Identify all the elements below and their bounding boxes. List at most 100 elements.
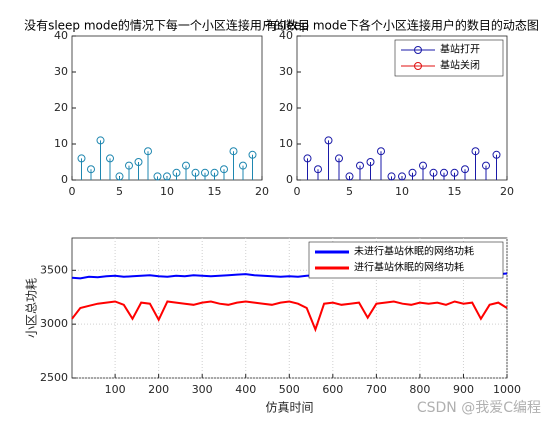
stem <box>314 165 322 180</box>
stem-marker <box>324 136 333 145</box>
stem <box>77 154 86 180</box>
stem-marker <box>356 161 364 170</box>
legend-box <box>394 39 504 77</box>
legend-label: 进行基站休眠的网络功耗 <box>354 261 464 274</box>
stem-marker <box>471 147 480 156</box>
stem <box>239 161 247 180</box>
x-tick-label: 300 <box>192 383 213 396</box>
y-tick-label: 30 <box>54 65 68 78</box>
stem <box>87 165 95 180</box>
y-tick-label: 0 <box>286 173 293 186</box>
legend-box <box>308 241 504 279</box>
stem-marker <box>366 158 375 166</box>
stem <box>345 172 354 181</box>
y-tick-label: 0 <box>61 173 68 186</box>
stem <box>356 161 364 180</box>
stem-marker <box>335 154 343 163</box>
stem-marker <box>87 165 95 174</box>
y-tick-label: 30 <box>279 65 293 78</box>
stem-marker <box>440 168 448 177</box>
line <box>71 300 508 333</box>
stem <box>482 161 490 180</box>
stem-marker <box>96 136 105 145</box>
stem-marker <box>115 172 124 181</box>
axes-box <box>71 35 263 181</box>
stem-marker <box>201 168 209 177</box>
x-tick-label: 900 <box>453 383 474 396</box>
stem-marker <box>387 172 396 181</box>
stem <box>125 161 133 180</box>
stem-marker <box>77 154 86 163</box>
stem <box>96 136 105 180</box>
y-tick-label: 10 <box>279 137 293 150</box>
x-tick-label: 200 <box>148 383 169 396</box>
stem-marker <box>220 165 228 174</box>
stem-marker <box>461 165 469 174</box>
stem <box>229 147 238 180</box>
x-tick-label: 5 <box>346 185 353 198</box>
x-tick-label: 20 <box>255 185 269 198</box>
y-axis-label: 小区总功耗 <box>25 278 39 338</box>
stem-marker <box>314 165 322 174</box>
stem-marker <box>210 168 219 177</box>
stem <box>182 161 190 180</box>
stem <box>450 168 459 180</box>
stem-marker <box>303 154 312 163</box>
stem-marker <box>345 172 354 181</box>
stem <box>408 168 417 180</box>
stem <box>471 147 480 180</box>
stem-marker <box>106 154 114 163</box>
stem <box>303 154 312 180</box>
stem <box>429 168 438 180</box>
stem <box>248 150 257 180</box>
y-tick-label: 40 <box>279 29 293 42</box>
chart-title: 没有sleep mode的情况下每一个小区连接用户的数目 <box>24 18 310 33</box>
stem-marker <box>377 147 385 156</box>
stem-marker <box>229 147 238 156</box>
stem <box>324 136 333 180</box>
stem <box>144 147 152 180</box>
stem <box>163 172 171 181</box>
stem-marker <box>134 158 143 166</box>
x-tick-label: 600 <box>322 383 343 396</box>
y-tick-label: 3500 <box>40 263 68 276</box>
x-tick-label: 0 <box>69 185 76 198</box>
stem-marker <box>163 172 171 181</box>
x-tick-label: 400 <box>235 383 256 396</box>
x-axis-label: 仿真时间 <box>265 401 313 415</box>
stem-marker <box>450 168 459 177</box>
chart-title: 有sleep mode下各个小区连接用户的数目的动态图 <box>265 18 539 33</box>
x-tick-label: 5 <box>116 185 123 198</box>
stem <box>134 158 143 180</box>
stem <box>398 172 406 181</box>
x-tick-label: 800 <box>409 383 430 396</box>
x-tick-label: 10 <box>160 185 174 198</box>
x-tick-label: 1000 <box>493 383 521 396</box>
stem-marker <box>248 150 257 159</box>
x-tick-label: 500 <box>279 383 300 396</box>
stem-marker <box>408 168 417 177</box>
x-tick-label: 100 <box>105 383 126 396</box>
legend-label: 基站打开 <box>440 43 480 56</box>
stem-marker <box>125 161 133 170</box>
stem <box>366 158 375 180</box>
stem <box>220 165 228 180</box>
stem-marker <box>482 161 490 170</box>
x-tick-label: 10 <box>395 185 409 198</box>
stem-marker <box>239 161 247 170</box>
stem-marker <box>492 150 501 159</box>
stem <box>419 161 427 180</box>
stem <box>461 165 469 180</box>
y-tick-label: 20 <box>279 101 293 114</box>
y-tick-label: 10 <box>54 137 68 150</box>
y-tick-label: 40 <box>54 29 68 42</box>
legend-marker <box>414 46 422 54</box>
stem <box>106 154 114 180</box>
stem <box>377 147 385 180</box>
stem-marker <box>429 168 438 177</box>
stem-marker <box>419 161 427 170</box>
stem <box>335 154 343 180</box>
stem-marker <box>398 172 406 181</box>
stem <box>115 172 124 181</box>
